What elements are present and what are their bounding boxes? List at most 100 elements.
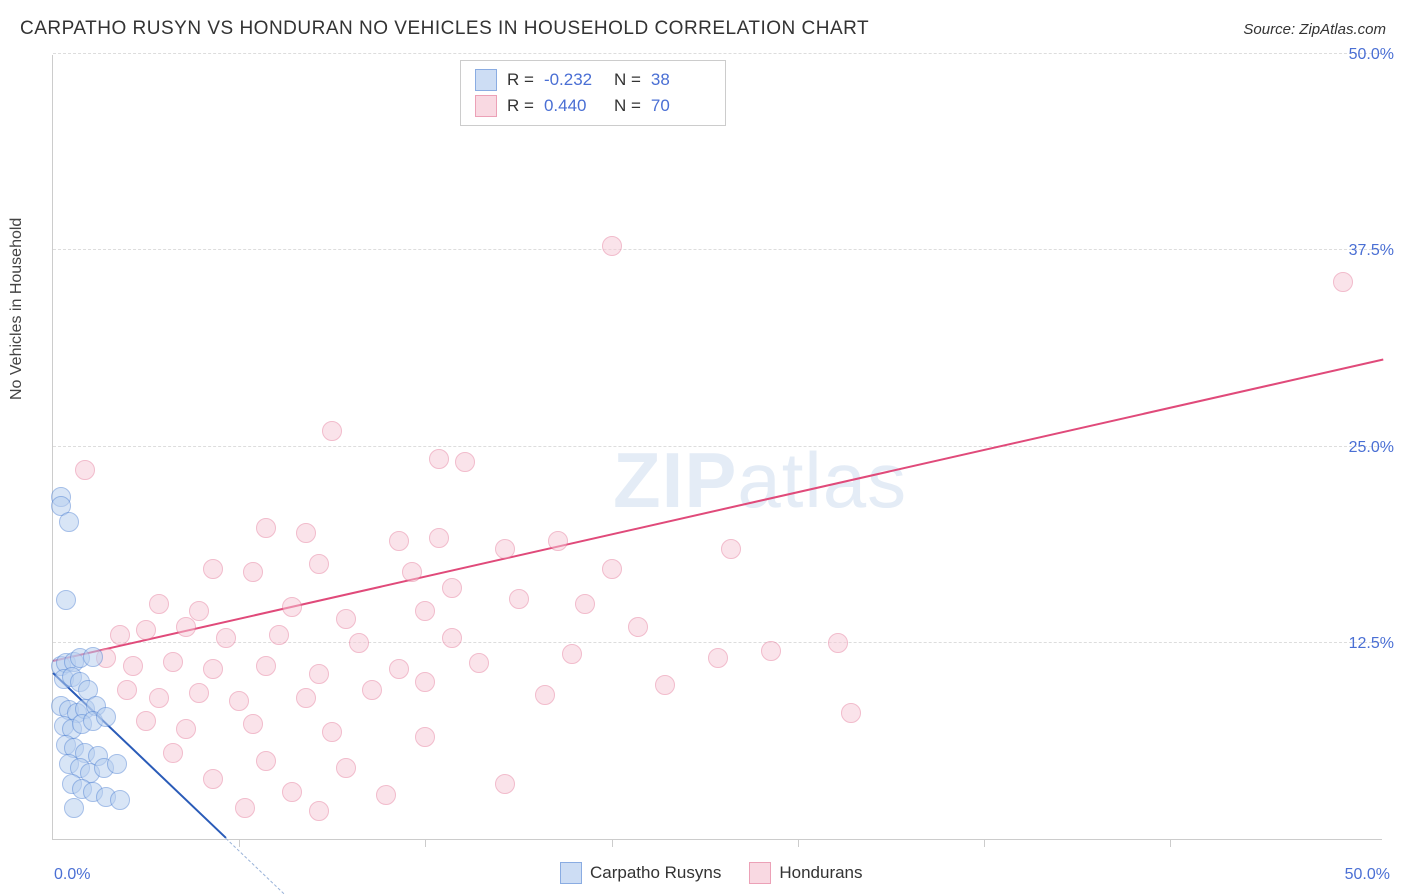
- y-tick-label: 50.0%: [1349, 46, 1394, 64]
- data-point: [235, 798, 255, 818]
- legend-series-label: Carpatho Rusyns: [590, 863, 721, 883]
- data-point: [575, 594, 595, 614]
- data-point: [243, 714, 263, 734]
- gridline: [53, 642, 1382, 643]
- gridline: [53, 446, 1382, 447]
- legend-r-label: R =: [507, 67, 534, 93]
- y-axis-label: No Vehicles in Household: [8, 218, 26, 400]
- data-point: [655, 675, 675, 695]
- trend-line-dashed: [226, 838, 285, 894]
- data-point: [841, 703, 861, 723]
- data-point: [123, 656, 143, 676]
- data-point: [322, 421, 342, 441]
- data-point: [415, 601, 435, 621]
- legend-series: Carpatho Rusyns Hondurans: [560, 862, 863, 884]
- legend-n-value: 38: [651, 67, 711, 93]
- data-point: [402, 562, 422, 582]
- data-point: [309, 801, 329, 821]
- data-point: [176, 617, 196, 637]
- data-point: [828, 633, 848, 653]
- data-point: [336, 609, 356, 629]
- legend-swatch: [749, 862, 771, 884]
- data-point: [509, 589, 529, 609]
- data-point: [309, 554, 329, 574]
- y-tick-label: 12.5%: [1349, 635, 1394, 653]
- source-label: Source: ZipAtlas.com: [1243, 21, 1386, 38]
- legend-series-label: Hondurans: [779, 863, 862, 883]
- y-tick-label: 37.5%: [1349, 242, 1394, 260]
- chart-title: CARPATHO RUSYN VS HONDURAN NO VEHICLES I…: [20, 18, 869, 40]
- legend-series-item: Carpatho Rusyns: [560, 862, 721, 884]
- x-tick: [239, 839, 240, 847]
- data-point: [628, 617, 648, 637]
- data-point: [110, 625, 130, 645]
- data-point: [1333, 272, 1353, 292]
- data-point: [376, 785, 396, 805]
- data-point: [203, 559, 223, 579]
- gridline: [53, 249, 1382, 250]
- data-point: [163, 652, 183, 672]
- legend-n-value: 70: [651, 93, 711, 119]
- data-point: [163, 743, 183, 763]
- legend-stats-row: R = -0.232N = 38: [475, 67, 711, 93]
- data-point: [761, 641, 781, 661]
- data-point: [495, 774, 515, 794]
- data-point: [442, 578, 462, 598]
- y-tick-label: 25.0%: [1349, 439, 1394, 457]
- data-point: [548, 531, 568, 551]
- data-point: [59, 512, 79, 532]
- data-point: [107, 754, 127, 774]
- data-point: [602, 236, 622, 256]
- data-point: [309, 664, 329, 684]
- gridline: [53, 53, 1382, 54]
- data-point: [562, 644, 582, 664]
- x-tick-50: 50.0%: [1345, 866, 1390, 884]
- data-point: [429, 449, 449, 469]
- data-point: [96, 707, 116, 727]
- data-point: [469, 653, 489, 673]
- watermark-light: atlas: [737, 436, 907, 524]
- data-point: [429, 528, 449, 548]
- chart-header: CARPATHO RUSYN VS HONDURAN NO VEHICLES I…: [20, 18, 1386, 40]
- data-point: [282, 782, 302, 802]
- data-point: [442, 628, 462, 648]
- x-tick: [798, 839, 799, 847]
- data-point: [708, 648, 728, 668]
- data-point: [389, 659, 409, 679]
- legend-n-label: N =: [614, 67, 641, 93]
- data-point: [495, 539, 515, 559]
- data-point: [415, 727, 435, 747]
- data-point: [216, 628, 236, 648]
- data-point: [535, 685, 555, 705]
- source-value: ZipAtlas.com: [1299, 21, 1386, 38]
- x-tick: [425, 839, 426, 847]
- data-point: [117, 680, 137, 700]
- data-point: [149, 688, 169, 708]
- data-point: [136, 620, 156, 640]
- data-point: [64, 798, 84, 818]
- data-point: [322, 722, 342, 742]
- data-point: [256, 518, 276, 538]
- data-point: [336, 758, 356, 778]
- data-point: [256, 656, 276, 676]
- watermark: ZIPatlas: [613, 435, 907, 526]
- data-point: [415, 672, 435, 692]
- legend-stats: R = -0.232N = 38R = 0.440 N = 70: [460, 60, 726, 126]
- data-point: [243, 562, 263, 582]
- data-point: [229, 691, 249, 711]
- data-point: [362, 680, 382, 700]
- data-point: [282, 597, 302, 617]
- data-point: [203, 659, 223, 679]
- data-point: [256, 751, 276, 771]
- x-tick: [984, 839, 985, 847]
- data-point: [189, 683, 209, 703]
- data-point: [203, 769, 223, 789]
- data-point: [296, 688, 316, 708]
- x-tick: [612, 839, 613, 847]
- data-point: [75, 460, 95, 480]
- data-point: [56, 590, 76, 610]
- data-point: [721, 539, 741, 559]
- legend-series-item: Hondurans: [749, 862, 862, 884]
- data-point: [455, 452, 475, 472]
- legend-r-value: 0.440: [544, 93, 604, 119]
